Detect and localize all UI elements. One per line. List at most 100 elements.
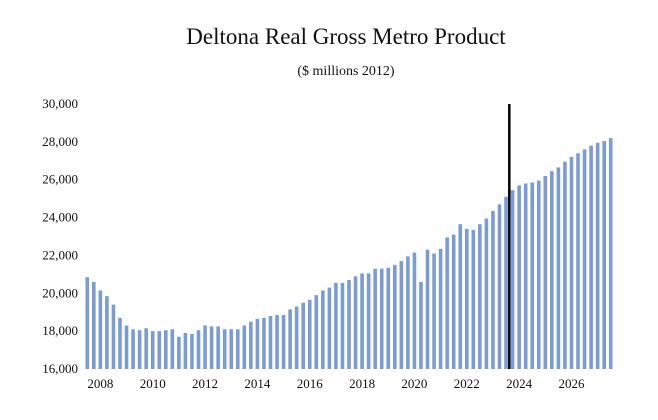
bar — [268, 316, 273, 369]
bar — [556, 167, 561, 369]
bar — [327, 287, 332, 369]
bar — [353, 276, 358, 369]
bar — [124, 325, 129, 369]
bar — [163, 330, 168, 369]
bar — [314, 295, 319, 369]
bar — [399, 261, 404, 369]
bar — [235, 329, 240, 369]
y-tick-label: 16,000 — [42, 361, 78, 376]
bar — [281, 315, 286, 369]
bar — [602, 140, 606, 369]
bar — [491, 210, 495, 369]
bar — [131, 329, 135, 369]
bar — [484, 218, 489, 369]
bar — [177, 336, 181, 369]
bar — [334, 282, 338, 370]
x-tick-label: 2020 — [401, 376, 427, 391]
x-tick-label: 2008 — [87, 376, 113, 391]
bar — [393, 264, 397, 369]
bar — [255, 318, 260, 369]
bar — [294, 306, 299, 369]
bar — [190, 333, 194, 369]
bar — [471, 229, 476, 370]
bar — [157, 331, 162, 369]
bar — [569, 157, 574, 369]
y-tick-label: 20,000 — [42, 285, 78, 300]
y-tick-label: 28,000 — [42, 134, 78, 149]
bar — [608, 138, 613, 369]
bar — [360, 273, 364, 369]
bar — [321, 290, 325, 369]
bar — [209, 326, 214, 369]
x-tick-label: 2012 — [192, 376, 218, 391]
bar — [307, 299, 312, 369]
bar — [347, 280, 351, 369]
bar — [386, 267, 391, 369]
x-tick-label: 2024 — [506, 376, 533, 391]
bar — [530, 182, 535, 369]
bar — [249, 321, 253, 369]
bar — [406, 256, 410, 370]
bar — [98, 290, 103, 369]
y-tick-label: 30,000 — [42, 96, 78, 111]
bar — [543, 175, 548, 369]
bar — [85, 277, 90, 369]
chart-subtitle: ($ millions 2012) — [297, 64, 395, 79]
bar — [288, 309, 292, 370]
bar — [445, 237, 449, 369]
bar — [582, 149, 587, 369]
bar — [438, 248, 443, 369]
bar — [222, 329, 227, 369]
bar — [92, 281, 96, 369]
x-tick-label: 2016 — [297, 376, 324, 391]
bar — [425, 249, 430, 369]
bar — [340, 282, 345, 370]
bar — [523, 183, 528, 369]
bar — [275, 315, 279, 369]
bar — [517, 185, 521, 369]
y-tick-label: 26,000 — [42, 172, 78, 187]
y-tick-label: 22,000 — [42, 247, 78, 262]
x-tick-label: 2022 — [454, 376, 480, 391]
bar — [105, 296, 109, 370]
x-tick-label: 2010 — [140, 376, 166, 391]
bar — [432, 253, 436, 369]
bar — [419, 281, 423, 369]
bar — [576, 153, 580, 369]
bar — [137, 330, 142, 369]
x-tick-label: 2018 — [349, 376, 375, 391]
bar — [497, 204, 502, 369]
bar — [118, 317, 122, 369]
chart-title: Deltona Real Gross Metro Product — [186, 24, 506, 49]
bar — [451, 234, 456, 369]
bar — [183, 333, 188, 369]
bar — [216, 326, 220, 369]
bar — [366, 273, 371, 369]
bar — [595, 142, 600, 369]
bar — [111, 304, 116, 369]
x-tick-label: 2014 — [244, 376, 271, 391]
bar — [379, 268, 384, 369]
bar — [373, 268, 377, 369]
bar — [144, 328, 148, 369]
bar — [150, 331, 155, 369]
bar — [170, 329, 175, 369]
x-tick-label: 2026 — [558, 376, 585, 391]
bar — [464, 228, 469, 369]
bar — [229, 329, 234, 369]
bar — [550, 171, 554, 369]
bar — [196, 330, 201, 369]
bar — [510, 190, 515, 370]
y-tick-label: 24,000 — [42, 210, 78, 225]
bar — [563, 161, 567, 369]
bar — [536, 180, 541, 369]
bar — [242, 325, 247, 369]
bar — [301, 302, 305, 369]
bar — [458, 224, 463, 369]
bar — [589, 145, 593, 369]
bar — [478, 224, 482, 369]
bar — [412, 252, 417, 369]
bar — [504, 196, 508, 369]
